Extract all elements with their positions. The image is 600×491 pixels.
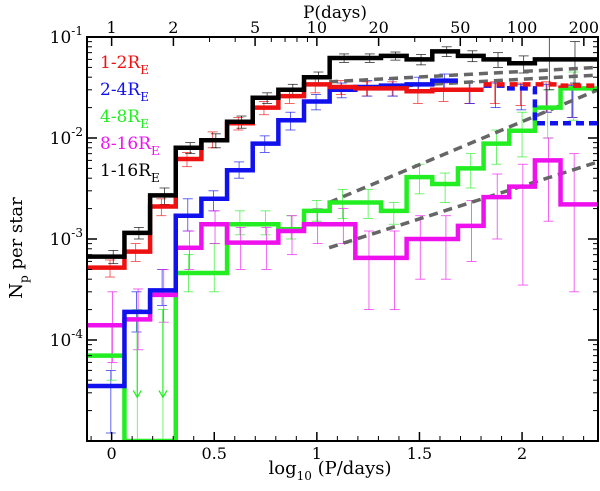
x-tick-label: 0 (107, 444, 117, 463)
upper-limit-arrow-1 (158, 390, 168, 399)
y-tick-label: 10-1 (50, 24, 83, 48)
series-2-steps (87, 86, 598, 441)
upper-limit-arrow-0 (132, 390, 142, 399)
series-0-steps (87, 82, 484, 270)
y-tick-label: 10-4 (50, 327, 84, 351)
series-layer (87, 37, 598, 441)
x-tick-label: 2 (517, 444, 527, 463)
fit-line-0 (329, 65, 598, 84)
top-tick-label: 1 (107, 18, 117, 37)
top-tick-label: 10 (307, 18, 327, 37)
series-1-extrap (483, 83, 598, 126)
legend: 1-2RE 2-4RE 4-8RE 8-16RE 1-16RE (100, 53, 160, 185)
top-tick-label: 100 (507, 18, 538, 37)
top-axis-label: P(days) (303, 3, 367, 23)
legend-item-0: 1-2RE (100, 53, 149, 77)
legend-item-4: 1-16RE (100, 161, 160, 185)
errorbars-3 (107, 137, 580, 363)
x-tick-label: 1.5 (407, 444, 432, 463)
series-4-steps (87, 49, 598, 259)
legend-item-1: 2-4RE (100, 80, 149, 104)
x-tick-label: 0.5 (202, 444, 227, 463)
x-axis-label: log10 (P/days) (268, 458, 391, 483)
series-1-steps (87, 78, 458, 389)
top-tick-label: 50 (450, 18, 470, 37)
y-tick-label: 10-3 (50, 226, 83, 250)
legend-item-2: 4-8RE (100, 107, 149, 131)
series-0-extrap (483, 82, 598, 88)
top-tick-label: 2 (168, 18, 178, 37)
y-tick-label: 10-2 (50, 125, 83, 149)
top-tick-label: 200 (569, 18, 600, 37)
legend-item-3: 8-16RE (100, 134, 160, 158)
axes-layer: 0 0.5 1 1.5 2 1 2 5 10 20 50 100 200 10-4 10-3 10-2 10-1 (50, 18, 599, 463)
y-axis-label: Np per star (6, 197, 31, 299)
top-tick-label: 5 (250, 18, 260, 37)
x-tick-label: 1 (312, 444, 322, 463)
fit-line-3 (328, 160, 598, 250)
top-tick-label: 20 (368, 18, 388, 37)
